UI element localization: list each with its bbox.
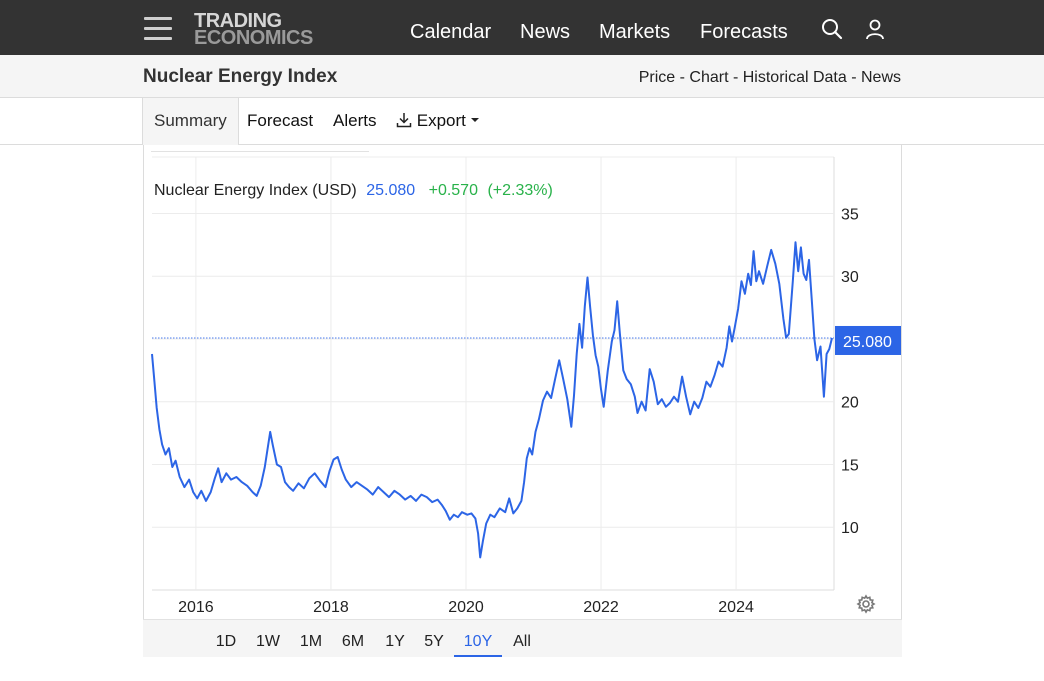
- chart-panel: [143, 145, 902, 657]
- range-1y[interactable]: 1Y: [385, 633, 405, 650]
- nav-news[interactable]: News: [520, 21, 571, 43]
- section-links: Price - Chart - Historical Data - News: [639, 69, 901, 87]
- nav-forecasts[interactable]: Forecasts: [700, 21, 788, 43]
- top-navigation-bar: TRADING ECONOMICS Calendar News Markets …: [0, 0, 1044, 55]
- link-news[interactable]: News: [860, 69, 901, 86]
- range-10y[interactable]: 10Y: [454, 620, 502, 657]
- nav-markets[interactable]: Markets: [599, 21, 671, 43]
- link-separator: -: [728, 69, 743, 86]
- tabs-bar: Summary Forecast Alerts Export: [0, 98, 1044, 145]
- range-5y[interactable]: 5Y: [424, 633, 444, 650]
- trading-economics-logo[interactable]: TRADING ECONOMICS: [194, 10, 313, 49]
- instrument-subheader: Nuclear Energy Index Price - Chart - His…: [0, 55, 1044, 98]
- tab-alerts[interactable]: Alerts: [333, 111, 377, 130]
- nav-calendar[interactable]: Calendar: [410, 21, 492, 43]
- caret-down-icon: [470, 118, 479, 122]
- chart-settings-icon[interactable]: [856, 594, 876, 619]
- range-all[interactable]: All: [513, 633, 531, 650]
- download-icon: [396, 113, 412, 128]
- range-selector: 1D 1W 1M 6M 1Y 5Y 10Y All: [143, 619, 902, 657]
- tab-forecast[interactable]: Forecast: [247, 111, 314, 130]
- link-separator: -: [846, 69, 861, 86]
- search-icon[interactable]: [821, 18, 843, 45]
- link-price[interactable]: Price: [638, 69, 676, 86]
- link-chart[interactable]: Chart: [689, 69, 729, 86]
- menu-icon[interactable]: [144, 17, 172, 41]
- user-icon[interactable]: [864, 18, 886, 45]
- tab-underline: [151, 151, 369, 152]
- range-1m[interactable]: 1M: [299, 633, 323, 650]
- tab-summary[interactable]: Summary: [142, 98, 239, 145]
- tab-export[interactable]: Export: [396, 98, 479, 145]
- range-1w[interactable]: 1W: [256, 633, 280, 650]
- logo-line-2: ECONOMICS: [194, 27, 313, 49]
- page-title: Nuclear Energy Index: [143, 66, 338, 87]
- logo-line-1: TRADING: [194, 10, 282, 32]
- range-1d[interactable]: 1D: [215, 633, 237, 650]
- link-historical-data[interactable]: Historical Data: [742, 69, 847, 86]
- export-label: Export: [416, 111, 466, 130]
- range-6m[interactable]: 6M: [341, 633, 365, 650]
- link-separator: -: [675, 69, 690, 86]
